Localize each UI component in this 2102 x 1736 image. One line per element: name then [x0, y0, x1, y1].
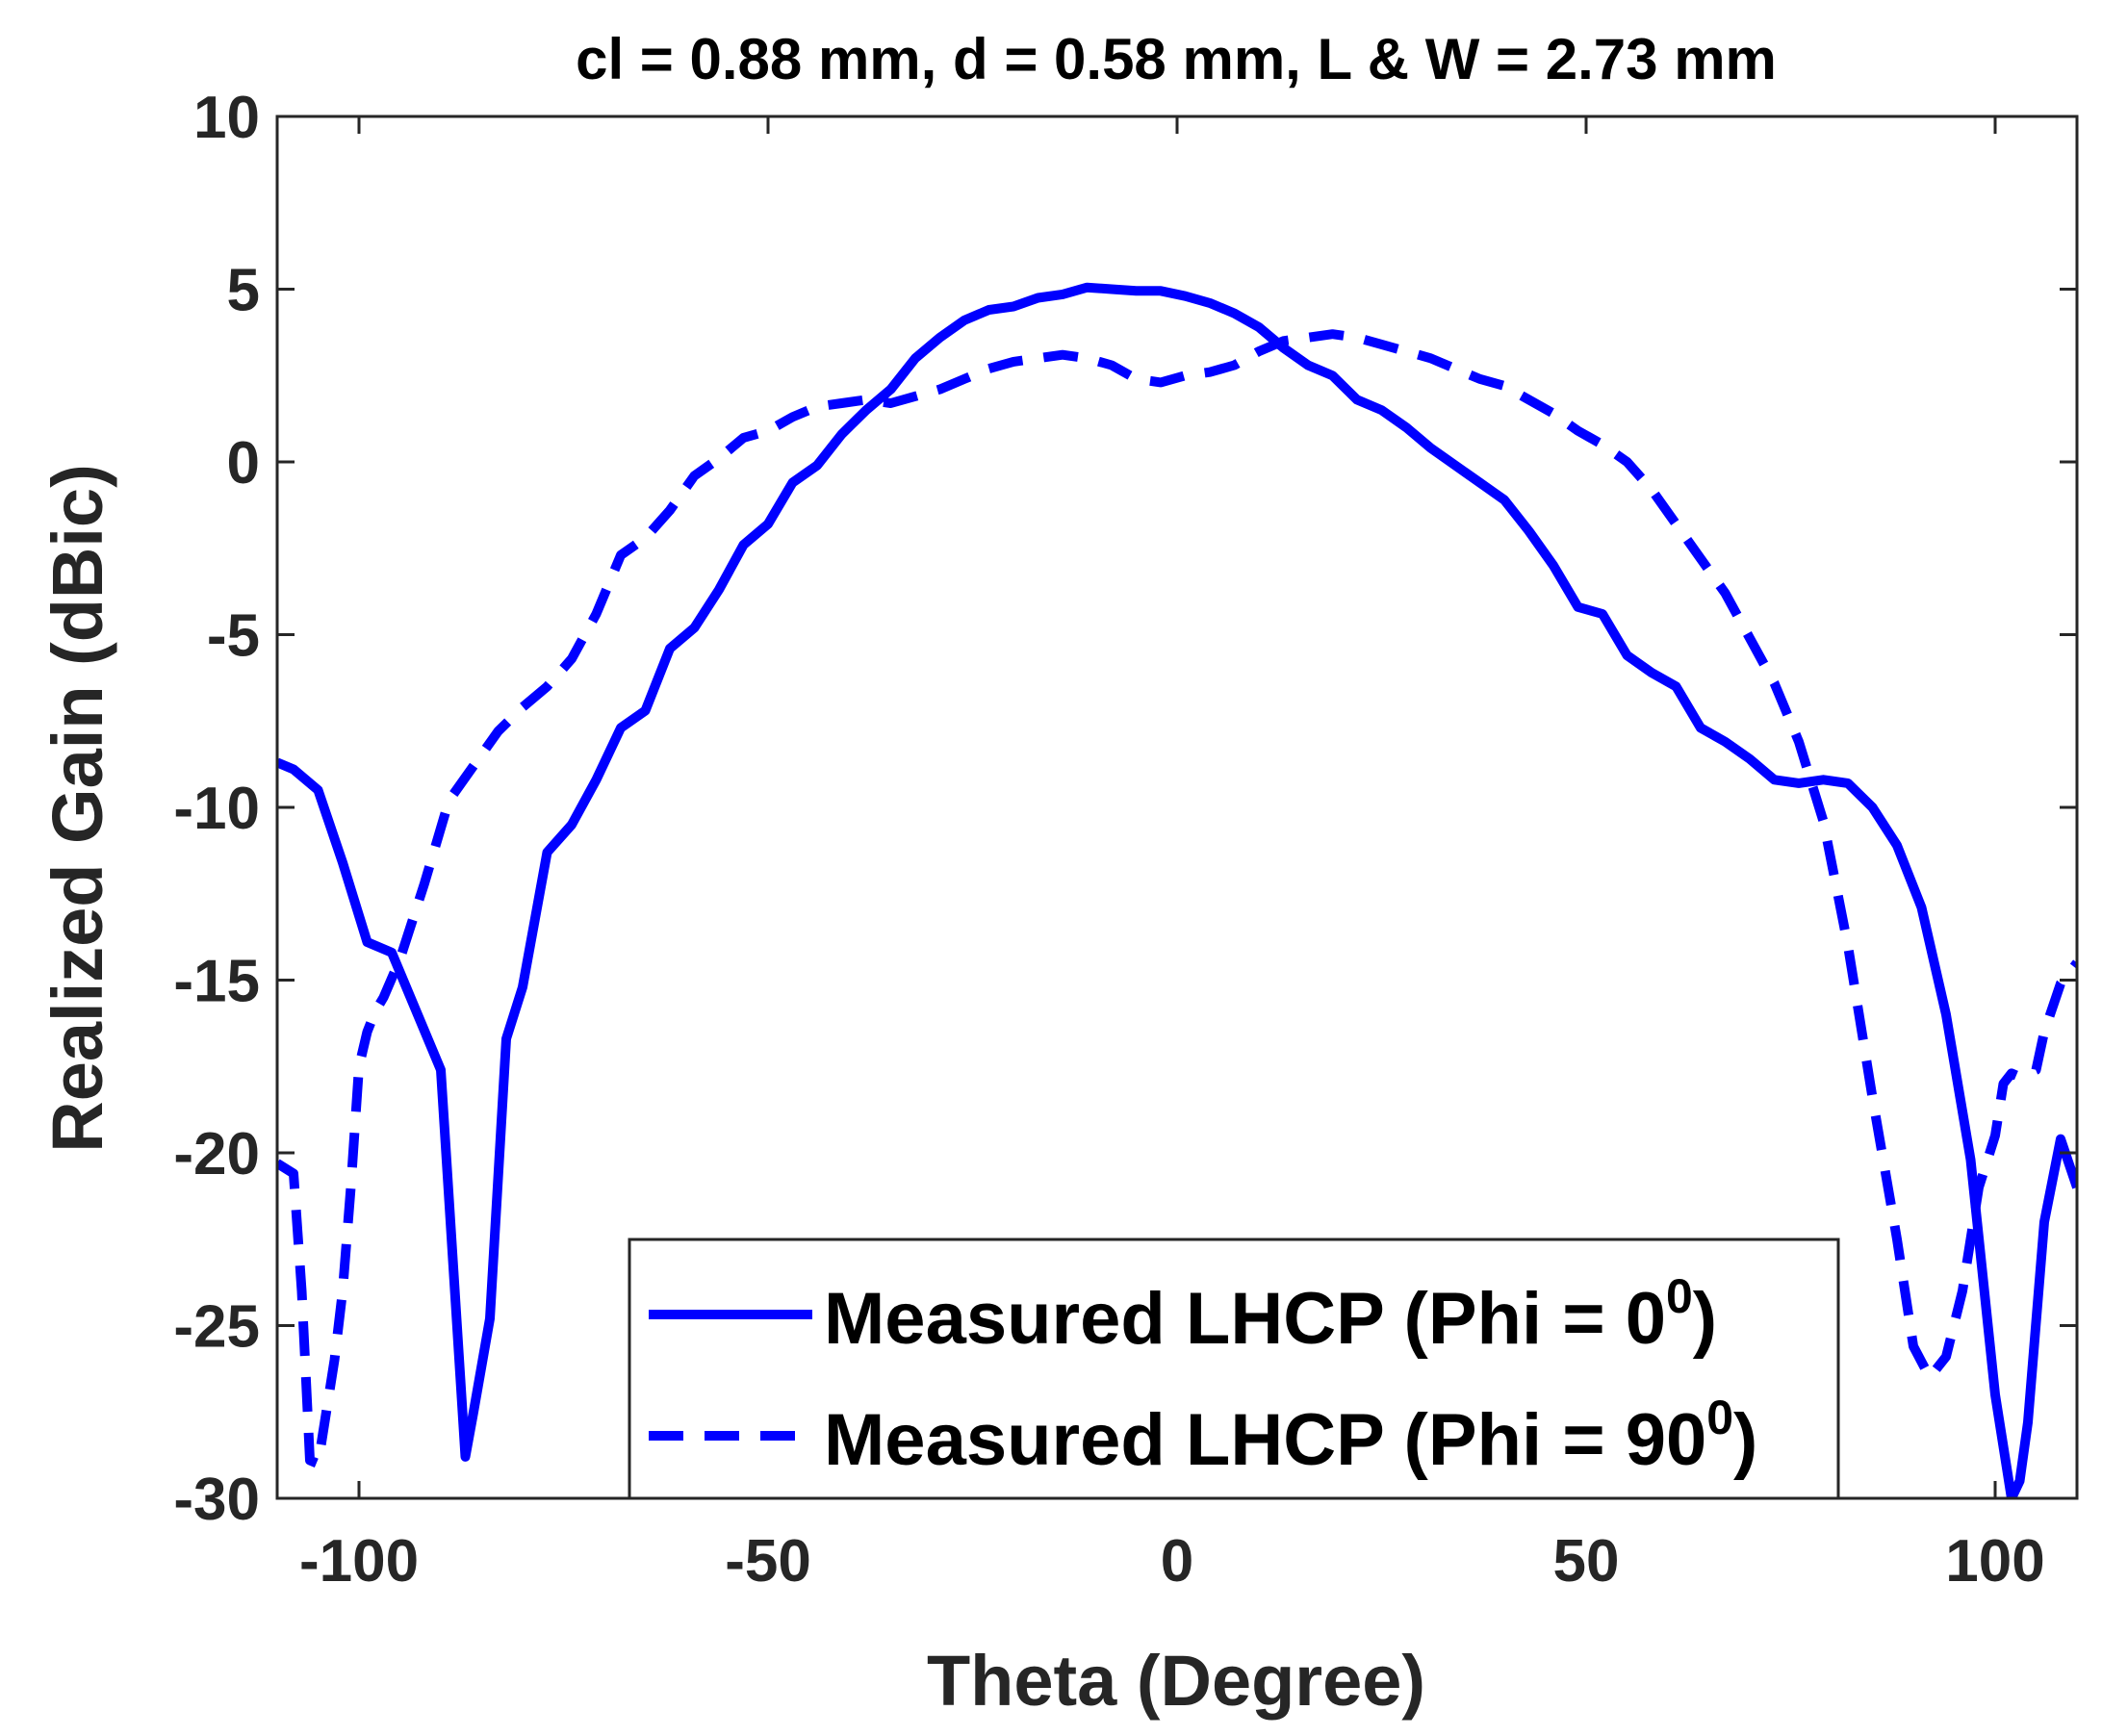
y-tick-label: -20 — [173, 1121, 260, 1187]
y-tick-label: 10 — [193, 85, 260, 151]
y-tick-label: -15 — [173, 949, 260, 1015]
x-axis-label: Theta (Degree) — [927, 1641, 1425, 1721]
y-tick-label: -30 — [173, 1467, 260, 1533]
y-tick-label: -10 — [173, 776, 260, 842]
x-tick-label: -50 — [725, 1528, 811, 1595]
legend: Measured LHCP (Phi = 00) Measured LHCP (P… — [628, 1238, 1840, 1500]
series-group — [277, 282, 2077, 1498]
x-tick-label: 50 — [1553, 1528, 1620, 1595]
x-axis-ticks: -100 -50 0 50 100 — [299, 116, 2045, 1595]
x-tick-label: -100 — [299, 1528, 419, 1595]
y-tick-label: 5 — [227, 258, 260, 324]
legend-label-2: Measured LHCP (Phi = 900) — [824, 1391, 1757, 1481]
y-tick-label: -25 — [173, 1294, 260, 1361]
series-line-1 — [277, 282, 2077, 1498]
y-tick-label: 0 — [227, 430, 260, 497]
series-line-2 — [277, 329, 2077, 1469]
y-axis-ticks: -30 -25 -20 -15 -10 -5 0 5 10 — [173, 85, 2077, 1533]
y-axis-label: Realized Gain (dBic) — [38, 464, 117, 1152]
x-tick-label: 100 — [1945, 1528, 2044, 1595]
x-tick-label: 0 — [1161, 1528, 1193, 1595]
y-tick-label: -5 — [207, 603, 260, 670]
legend-box — [628, 1238, 1840, 1500]
legend-label-1: Measured LHCP (Phi = 00) — [824, 1269, 1717, 1360]
chart-title: cl = 0.88 mm, d = 0.58 mm, L & W = 2.73 … — [576, 27, 1777, 91]
